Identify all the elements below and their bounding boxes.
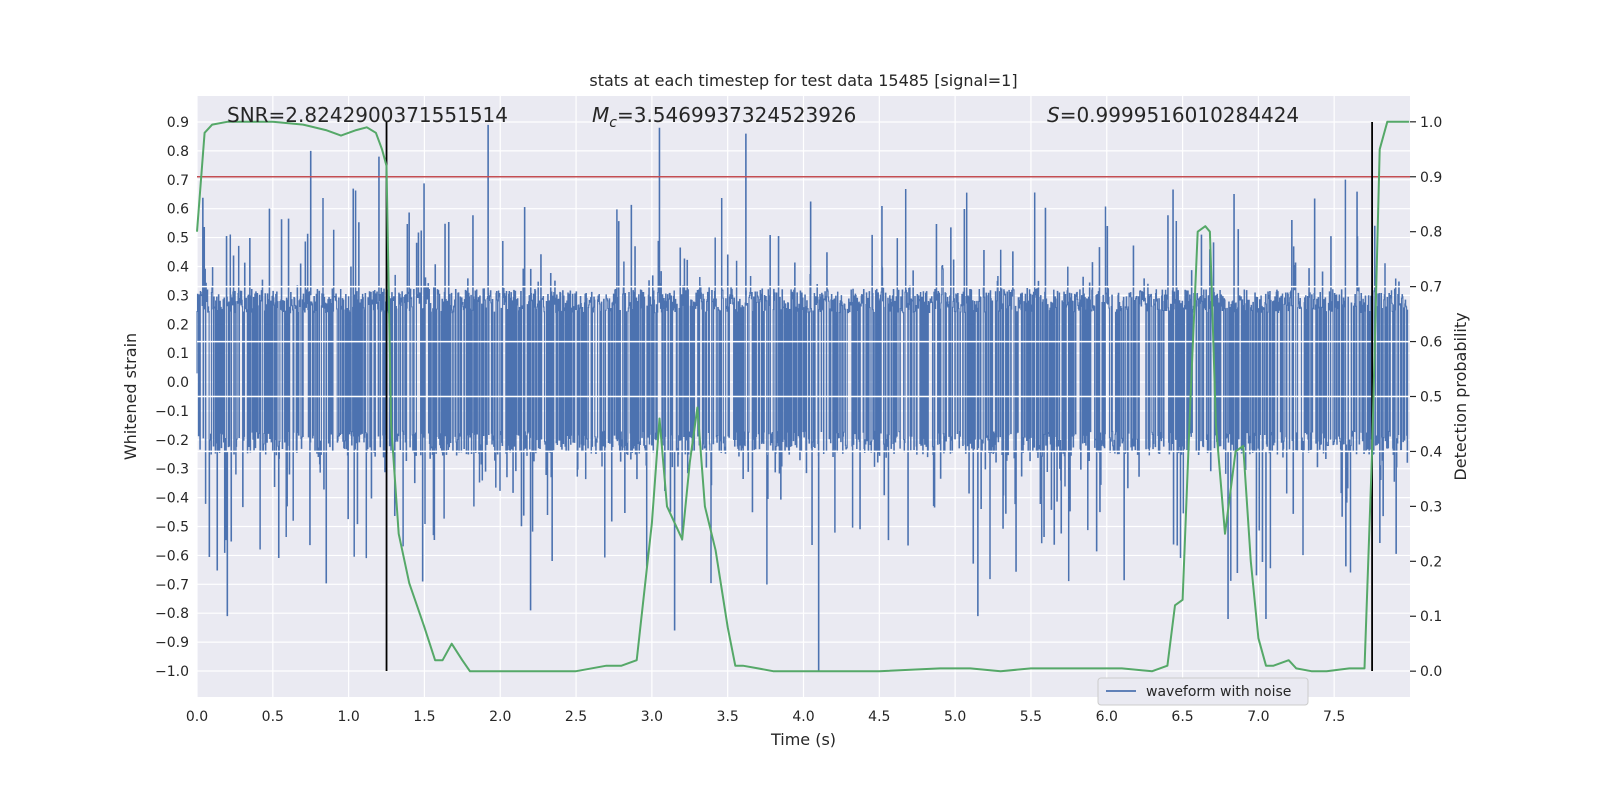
x-tick-label: 3.0: [641, 709, 663, 725]
y2-tick-label: 0.8: [1420, 225, 1442, 241]
y-tick-label: 0.4: [167, 259, 189, 275]
x-tick-label: 4.0: [792, 709, 814, 725]
y-tick-label: 0.9: [167, 115, 189, 131]
y2-tick-label: 0.9: [1420, 170, 1442, 186]
legend: waveform with noise: [1097, 677, 1309, 706]
waveform-series: [196, 124, 1409, 671]
y2-tick-label: 0.2: [1420, 554, 1442, 570]
x-tick-label: 4.5: [868, 709, 890, 725]
y-tick-label: 0.2: [167, 317, 189, 333]
y-tick-label: −0.5: [155, 520, 189, 536]
y-tick-label: 0.7: [167, 173, 189, 189]
y-tick-label: −0.4: [155, 491, 189, 507]
legend-box: [1097, 677, 1309, 706]
y-tick-label: −1.0: [155, 664, 189, 680]
legend-label-waveform: waveform with noise: [1146, 684, 1291, 700]
x-tick-label: 6.0: [1096, 709, 1118, 725]
mc-value: =3.5469937324523926: [617, 103, 856, 127]
waveform-line: [196, 179, 1409, 585]
x-tick-label: 0.5: [262, 709, 284, 725]
y2-tick-label: 0.6: [1420, 335, 1442, 351]
x-tick-label: 5.5: [1020, 709, 1042, 725]
s-value: =0.9999516010284424: [1060, 103, 1299, 127]
y-tick-label: 0.3: [167, 288, 189, 304]
x-tick-label: 7.5: [1323, 709, 1345, 725]
x-axis-label: Time (s): [770, 730, 836, 749]
y2-tick-label: 0.1: [1420, 609, 1442, 625]
x-tick-label: 6.5: [1171, 709, 1193, 725]
x-tick-label: 5.0: [944, 709, 966, 725]
y2-tick-label: 0.0: [1420, 664, 1442, 680]
x-tick-label: 7.0: [1247, 709, 1269, 725]
y-tick-label: 0.6: [167, 202, 189, 218]
y-tick-label: 0.0: [167, 375, 189, 391]
y2-tick-label: 1.0: [1420, 115, 1442, 131]
y-axis-label: Whitened strain: [121, 333, 140, 460]
y-tick-label: −0.3: [155, 462, 189, 478]
y-tick-label: −0.9: [155, 635, 189, 651]
x-tick-label: 2.5: [565, 709, 587, 725]
y2-axis-label: Detection probability: [1451, 312, 1470, 480]
ticks: 0.0 0.5 1.0 1.5 2.0 2.5 3.0 3.5 4.0 4.5 5.0 5.5 6.0 6…: [155, 115, 1442, 725]
y-tick-label: −0.6: [155, 548, 189, 564]
y2-tick-label: 0.4: [1420, 444, 1442, 460]
mc-symbol: M: [592, 103, 609, 127]
y-tick-label: −0.2: [155, 433, 189, 449]
overlays: [196, 120, 1410, 673]
y-tick-label: −0.1: [155, 404, 189, 420]
probability-line: [196, 120, 1410, 673]
x-tick-label: 0.0: [186, 709, 208, 725]
reference-lines: [197, 285, 1410, 453]
snr-annotation: SNR=2.8242900371551514: [227, 103, 508, 127]
x-tick-label: 1.5: [413, 709, 435, 725]
y2-tick-label: 0.7: [1420, 280, 1442, 296]
x-tick-label: 3.5: [717, 709, 739, 725]
y-tick-label: 0.5: [167, 231, 189, 247]
mc-annotation: Mc=3.5469937324523926: [592, 103, 856, 131]
chart-title: stats at each timestep for test data 154…: [589, 71, 1017, 90]
y2-tick-label: 0.3: [1420, 499, 1442, 515]
y-tick-label: −0.8: [155, 606, 189, 622]
x-tick-label: 1.0: [337, 709, 359, 725]
y-tick-label: 0.8: [167, 144, 189, 160]
x-tick-label: 2.0: [489, 709, 511, 725]
y-tick-label: −0.7: [155, 577, 189, 593]
y-tick-label: 0.1: [167, 346, 189, 362]
s-annotation: S=0.9999516010284424: [1047, 103, 1299, 127]
y2-tick-label: 0.5: [1420, 390, 1442, 406]
s-symbol: S: [1047, 103, 1060, 127]
mc-subscript: c: [609, 115, 617, 131]
